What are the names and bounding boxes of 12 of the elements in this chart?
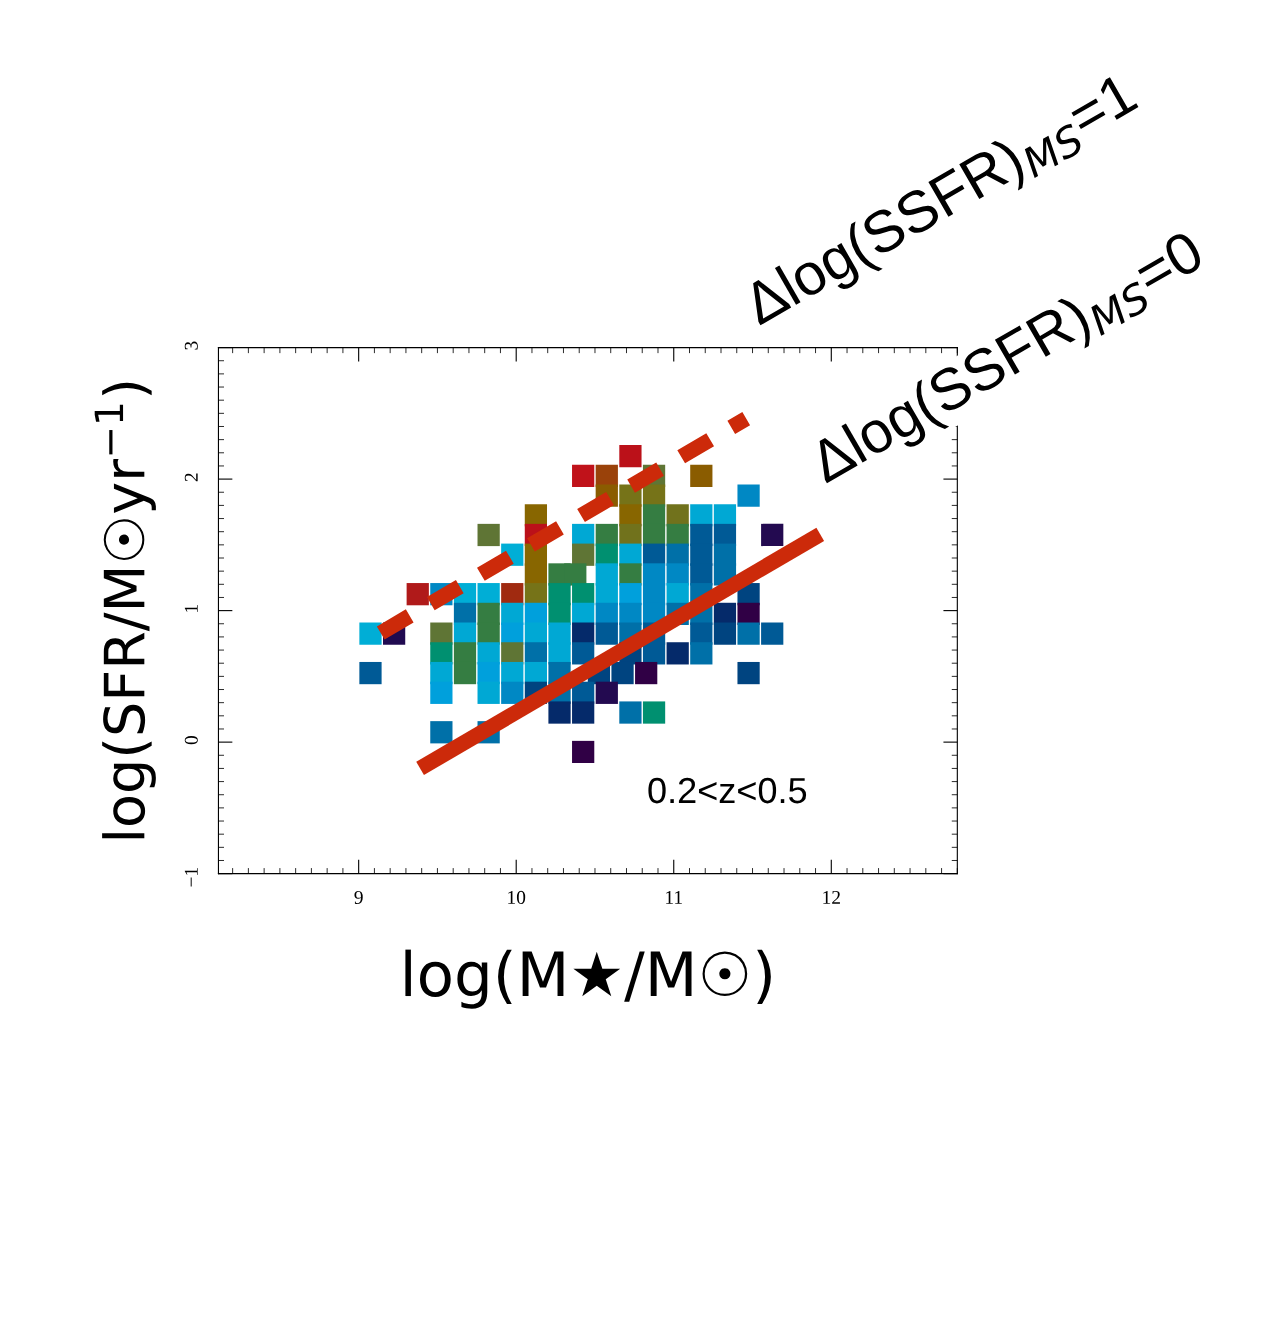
y-tick-label: 0: [184, 736, 198, 745]
y-tick-label: 2: [184, 473, 198, 482]
annotation: 0.2<z<0.5: [648, 777, 807, 804]
y-axis-title: log(SFR/M☉yr$^{−1}$): [94, 382, 156, 839]
x-tick-label: 10: [508, 890, 526, 904]
x-tick-label: 9: [354, 890, 363, 904]
y-tick-label: −1: [184, 868, 198, 887]
x-tick-label: 12: [823, 890, 840, 904]
x-axis-title: log(M★/M☉): [405, 949, 771, 1009]
x-tick-label: 11: [666, 890, 682, 904]
y-tick-label: 3: [184, 341, 198, 350]
y-tick-label: 1: [184, 605, 198, 612]
